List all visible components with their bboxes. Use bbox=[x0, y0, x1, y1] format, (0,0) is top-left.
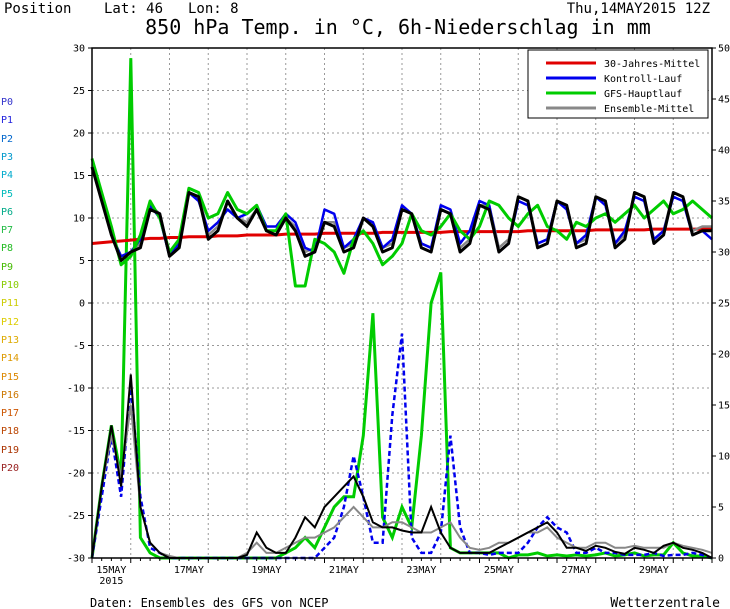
ensemble-label-p1: P1 bbox=[1, 115, 14, 127]
y-right-tick-label: 45 bbox=[718, 95, 730, 106]
x-tick-label: 27MAY bbox=[561, 565, 591, 576]
y-left-tick-label: -5 bbox=[73, 341, 85, 352]
y-left-tick-label: 5 bbox=[79, 256, 85, 267]
x-tick-label: 17MAY bbox=[174, 565, 204, 576]
legend: 30-Jahres-Mittel Kontroll-Lauf GFS-Haupt… bbox=[527, 49, 709, 119]
y-right-tick-label: 15 bbox=[718, 401, 730, 412]
ensemble-label-p2: P2 bbox=[1, 133, 14, 145]
y-right-tick-label: 30 bbox=[718, 248, 730, 259]
ensemble-label-p8: P8 bbox=[1, 243, 14, 255]
ensemble-label-p0: P0 bbox=[1, 97, 14, 108]
temp-line-ensemble-median bbox=[90, 166, 712, 262]
y-left-tick-label: -15 bbox=[67, 426, 85, 437]
chart-axes: -30 -25 -20 -15 -10 -5 0 5 10 15 20 25 30 0 5 10 15 20 25 3… bbox=[67, 44, 730, 588]
y-right-tick-label: 25 bbox=[718, 299, 730, 310]
legend-label-control: Kontroll-Lauf bbox=[604, 74, 682, 85]
y-right-tick-label: 40 bbox=[718, 146, 730, 157]
position-label: Position bbox=[4, 1, 71, 17]
ensemble-label-p15: P15 bbox=[1, 371, 20, 383]
ensemble-label-p9: P9 bbox=[1, 261, 14, 273]
y-left-tick-label: 25 bbox=[73, 86, 85, 97]
y-left-tick-label: 30 bbox=[73, 44, 85, 55]
precip-line-ensemble-median bbox=[91, 374, 713, 559]
ensemble-label-p14: P14 bbox=[1, 353, 20, 365]
footer-source: Daten: Ensembles des GFS von NCEP bbox=[90, 596, 328, 609]
ensemble-label-p3: P3 bbox=[1, 151, 14, 163]
run-time: Thu,14MAY2015 12Z bbox=[567, 1, 710, 17]
legend-label-climate: 30-Jahres-Mittel bbox=[604, 59, 700, 70]
ensemble-label-p17: P17 bbox=[1, 408, 20, 420]
x-tick-label: 23MAY bbox=[406, 565, 436, 576]
ensemble-label-p19: P19 bbox=[1, 444, 20, 456]
y-right-tick-label: 35 bbox=[718, 197, 730, 208]
ensemble-label-p7: P7 bbox=[1, 225, 14, 237]
x-tick-label: 19MAY bbox=[251, 565, 281, 576]
latitude-label: Lat: 46 bbox=[104, 1, 163, 17]
footer-brand: Wetterzentrale bbox=[610, 596, 720, 609]
ensemble-label-p13: P13 bbox=[1, 334, 20, 346]
ensemble-label-p12: P12 bbox=[1, 316, 20, 328]
chart-title: 850 hPa Temp. in °C, 6h-Niederschlag in … bbox=[145, 15, 651, 39]
x-tick-label: 25MAY bbox=[484, 565, 514, 576]
chart-grid bbox=[91, 47, 713, 559]
x-tick-label: 15MAY bbox=[96, 565, 126, 576]
x-tick-label: 29MAY bbox=[639, 565, 669, 576]
ensemble-label-p18: P18 bbox=[1, 426, 20, 438]
precip-line-kontroll-lauf bbox=[90, 333, 713, 560]
ensemble-label-p4: P4 bbox=[1, 170, 14, 182]
precip-line-ensemble-mittel bbox=[91, 404, 713, 559]
ensemble-label-p10: P10 bbox=[1, 280, 20, 291]
ensemble-label-p6: P6 bbox=[1, 206, 14, 218]
ensemble-label-p20: P20 bbox=[1, 463, 20, 474]
y-right-tick-label: 5 bbox=[718, 503, 724, 514]
y-right-tick-label: 20 bbox=[718, 350, 730, 361]
ensemble-label-p11: P11 bbox=[1, 298, 20, 310]
ensemble-label-p16: P16 bbox=[1, 389, 20, 401]
y-left-tick-label: 15 bbox=[73, 171, 85, 182]
y-left-tick-label: 0 bbox=[79, 299, 85, 310]
longitude-label: Lon: 8 bbox=[188, 1, 239, 17]
y-right-tick-label: 50 bbox=[718, 44, 730, 55]
y-left-tick-label: -30 bbox=[67, 554, 85, 565]
ensemble-label-p5: P5 bbox=[1, 188, 14, 200]
y-right-tick-label: 10 bbox=[718, 452, 730, 463]
y-left-tick-label: 10 bbox=[73, 214, 85, 225]
y-left-tick-label: -25 bbox=[67, 511, 85, 522]
y-left-tick-label: -20 bbox=[67, 469, 85, 480]
x-tick-year: 2015 bbox=[99, 576, 123, 587]
y-left-tick-label: -10 bbox=[67, 384, 85, 395]
y-right-tick-label: 0 bbox=[718, 554, 724, 565]
legend-label-mean: Ensemble-Mittel bbox=[604, 104, 694, 115]
temp-line-30-jahres-mittel bbox=[91, 226, 713, 245]
legend-label-operational: GFS-Hauptlauf bbox=[604, 89, 682, 100]
y-left-tick-label: 20 bbox=[73, 129, 85, 140]
temperature-series bbox=[90, 158, 713, 288]
x-tick-label: 21MAY bbox=[329, 565, 359, 576]
